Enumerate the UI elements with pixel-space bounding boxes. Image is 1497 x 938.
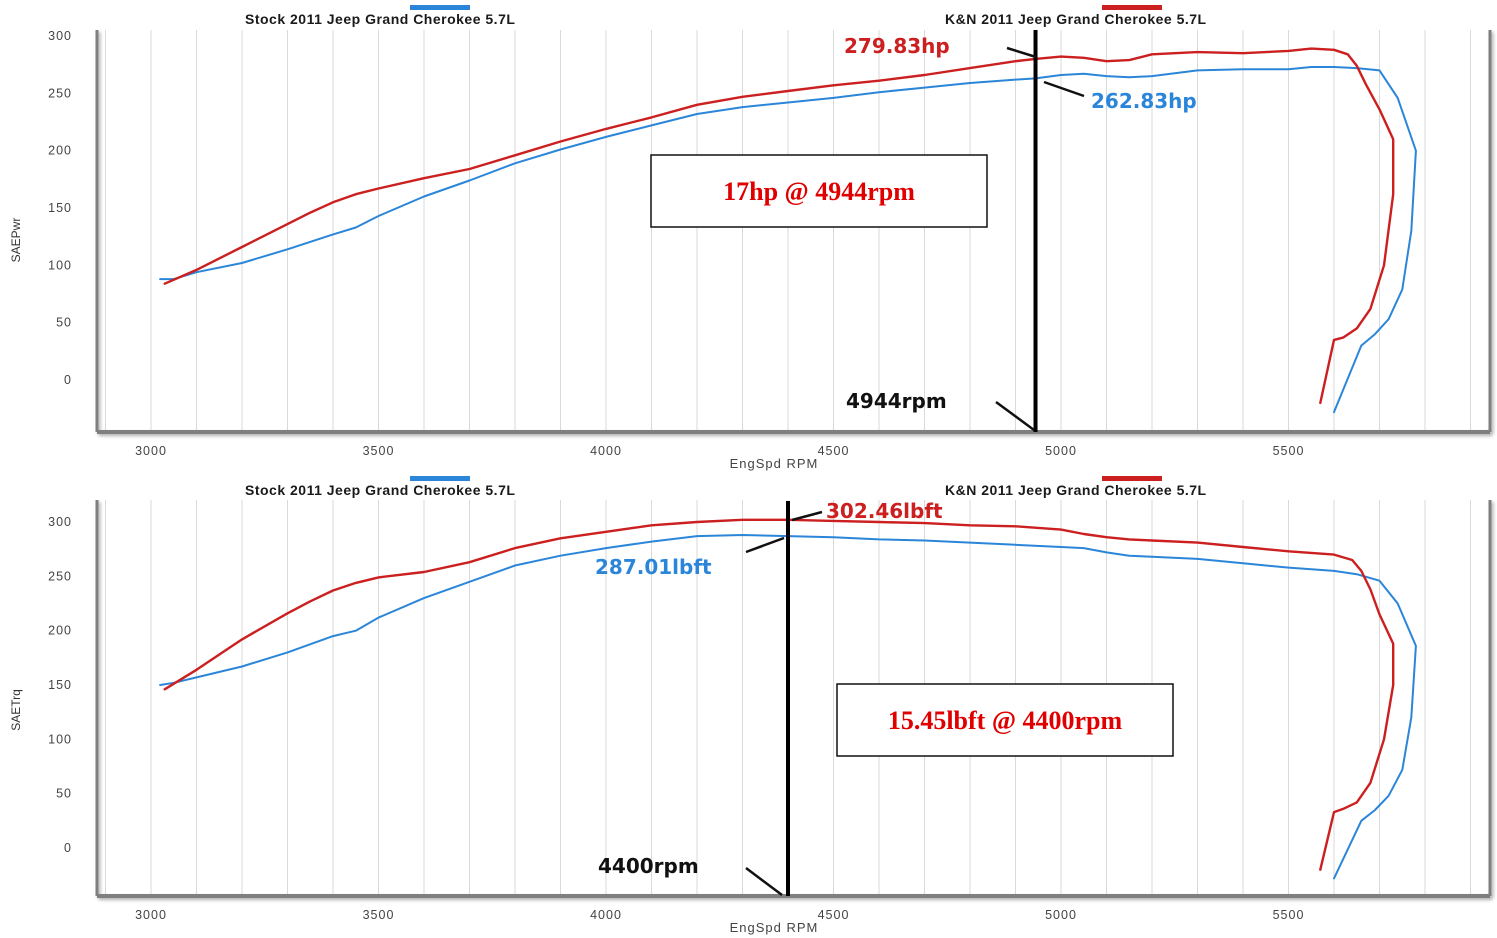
callout-kn-value: 302.46lbft <box>826 499 943 523</box>
callout-leader-stock <box>1043 80 1085 98</box>
callout-leader-kn <box>1006 46 1037 59</box>
y-axis-title: SAETrq <box>9 689 23 731</box>
legend-label-kn: K&N 2011 Jeep Grand Cherokee 5.7L <box>945 482 1207 498</box>
axes <box>95 30 1492 434</box>
x-tick-label: 5500 <box>1273 444 1305 458</box>
series-line-stock <box>159 534 1417 880</box>
x-tick-label: 3500 <box>363 908 395 922</box>
legend-swatch-stock <box>410 5 470 10</box>
rpm-label-leader <box>995 400 1035 432</box>
x-tick-label: 5500 <box>1273 908 1305 922</box>
y-tick-label: 250 <box>48 86 72 100</box>
rpm-marker-label: 4944rpm <box>846 389 947 413</box>
legend-swatch-kn <box>1102 476 1162 481</box>
x-tick-label: 5000 <box>1045 444 1077 458</box>
series-line-kn <box>163 518 1395 871</box>
x-axis-title: EngSpd RPM <box>730 456 819 471</box>
gridlines <box>105 30 1471 432</box>
legend-swatch-stock <box>410 476 470 481</box>
y-tick-label: 150 <box>48 201 72 215</box>
callout-leader-stock <box>745 536 785 554</box>
callout-stock-value: 287.01lbft <box>595 555 712 579</box>
chart-panel-1: 0 50 100 150 200 250 300 3000 3500 4000 4500 5000 55… <box>9 5 1492 471</box>
y-tick-label: 100 <box>48 258 72 272</box>
x-tick-label: 4500 <box>818 908 850 922</box>
callout-stock-value: 262.83hp <box>1091 89 1197 113</box>
gridlines <box>105 500 1471 896</box>
legend-swatch-kn <box>1102 5 1162 10</box>
gain-annotation-text: 17hp @ 4944rpm <box>723 177 915 206</box>
x-axis-title: EngSpd RPM <box>730 920 819 935</box>
rpm-label-leader <box>745 867 783 896</box>
legend-label-stock: Stock 2011 Jeep Grand Cherokee 5.7L <box>245 482 515 498</box>
y-axis-title: SAEPwr <box>9 218 23 263</box>
legend-label-stock: Stock 2011 Jeep Grand Cherokee 5.7L <box>245 11 515 27</box>
y-tick-label: 100 <box>48 732 72 746</box>
rpm-marker-label: 4400rpm <box>598 854 699 878</box>
plot-area <box>97 500 1490 896</box>
plot-area <box>97 30 1490 432</box>
y-tick-label: 0 <box>64 373 72 387</box>
gain-annotation-text: 15.45lbft @ 4400rpm <box>888 706 1123 735</box>
y-tick-label: 50 <box>56 316 72 330</box>
x-tick-label: 3500 <box>363 444 395 458</box>
y-tick-label: 200 <box>48 144 72 158</box>
x-tick-label: 3000 <box>135 444 167 458</box>
axes <box>95 500 1492 898</box>
x-tick-label: 5000 <box>1045 908 1077 922</box>
y-tick-label: 50 <box>56 787 72 801</box>
x-tick-label: 3000 <box>135 908 167 922</box>
gain-annotation-box <box>650 154 988 228</box>
x-tick-label: 4000 <box>590 444 622 458</box>
y-tick-label: 200 <box>48 624 72 638</box>
y-tick-label: 150 <box>48 678 72 692</box>
legend-label-kn: K&N 2011 Jeep Grand Cherokee 5.7L <box>945 11 1207 27</box>
x-tick-label: 4500 <box>818 444 850 458</box>
callout-leader-kn <box>791 510 823 522</box>
callout-kn-value: 279.83hp <box>844 34 950 58</box>
x-tick-label: 4000 <box>590 908 622 922</box>
series-line-stock <box>159 66 1417 414</box>
y-tick-label: 300 <box>48 29 72 43</box>
y-tick-label: 250 <box>48 569 72 583</box>
chart-panel-2: 0 50 100 150 200 250 300 3000 3500 4000 4500 5000 55… <box>9 476 1492 935</box>
y-tick-label: 300 <box>48 515 72 529</box>
y-tick-label: 0 <box>64 841 72 855</box>
gain-annotation-box <box>836 683 1174 757</box>
